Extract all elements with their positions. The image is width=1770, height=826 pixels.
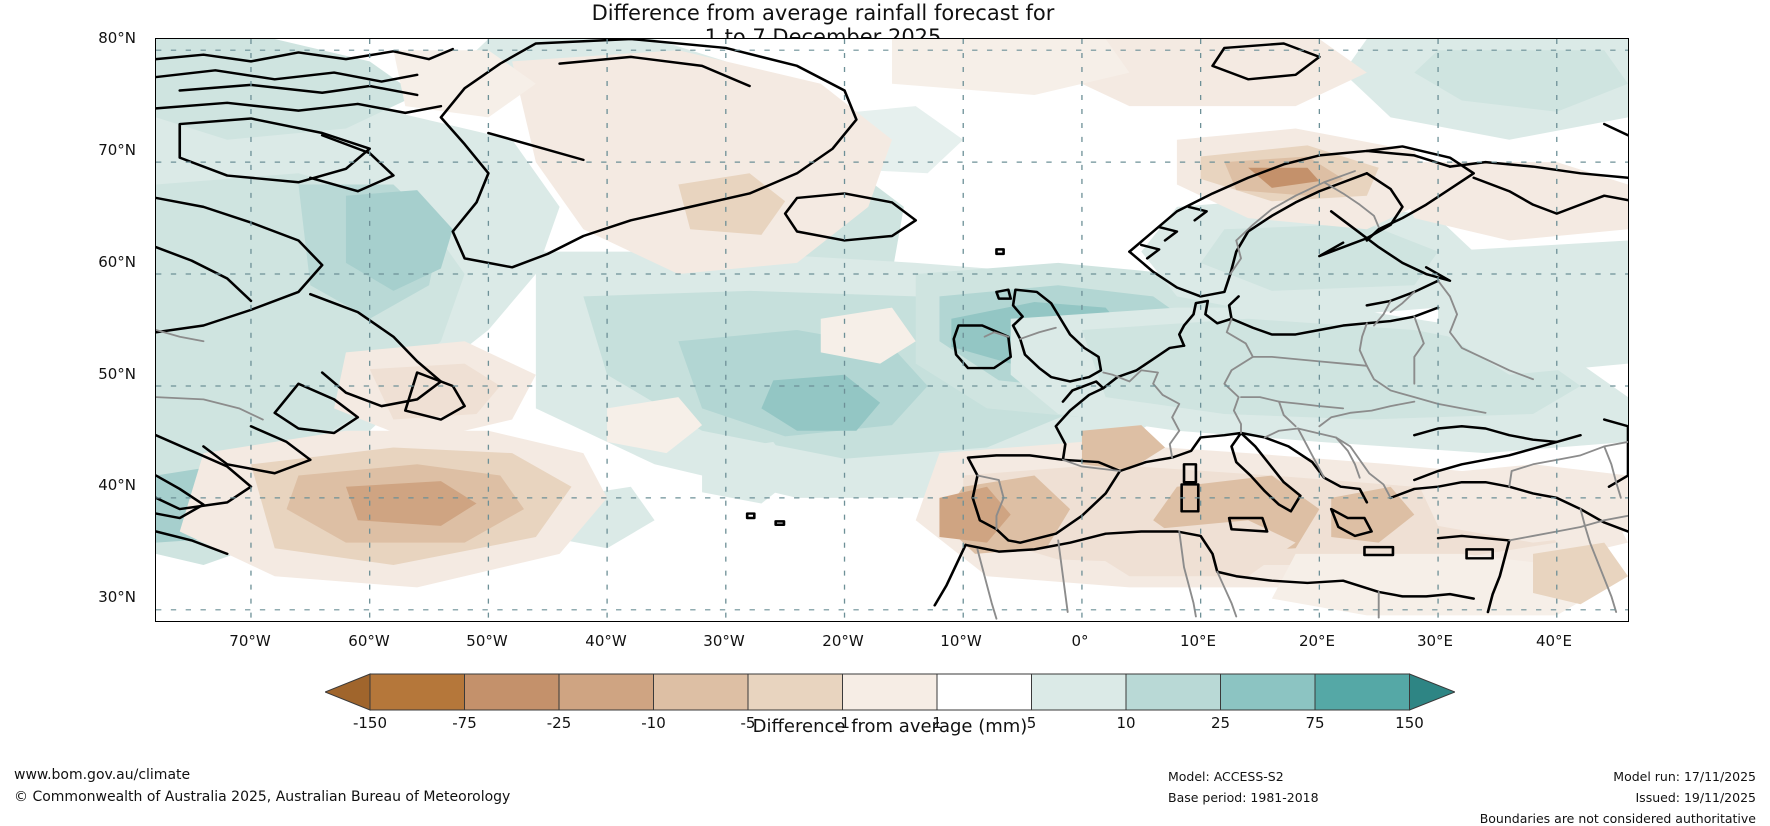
- anomaly-region-dry-14: [1093, 520, 1296, 577]
- colorbar-tick-5: 5: [1026, 714, 1037, 732]
- colorbar-tick--5: -5: [740, 714, 756, 732]
- colorbar-seg-10: [1220, 673, 1316, 711]
- lon-tick-10w: 10°W: [940, 632, 982, 650]
- colorbar-tick-1: 1: [932, 714, 942, 732]
- colorbar-seg-2: [464, 673, 560, 711]
- lon-tick-30e: 30°E: [1416, 632, 1454, 650]
- colorbar-axis-label: Difference from average (mm): [752, 716, 1028, 737]
- lon-tick-30w: 30°W: [703, 632, 745, 650]
- colorbar[interactable]: -150 -75 -25 -10 -5 -1 1 5 10 25 75 150: [325, 672, 1455, 732]
- colorbar-seg-1: [369, 673, 465, 711]
- anomaly-region-dry-27: [393, 50, 536, 118]
- anomaly-region-dry-29: [607, 397, 703, 454]
- country-borders: [156, 170, 1628, 620]
- anomaly-region-wet-10: [761, 374, 881, 431]
- colorbar-seg-6: [842, 673, 938, 711]
- anomaly-region-wet-15: [1081, 318, 1581, 420]
- colorbar-tick--25: -25: [546, 714, 572, 732]
- footer-model-run: Model run: 17/11/2025: [1613, 769, 1756, 784]
- colorbar-seg-8: [1031, 673, 1127, 711]
- anomaly-region-dry-12: [1081, 425, 1166, 470]
- colorbar-tick-150: 150: [1395, 714, 1424, 732]
- lat-tick-40n: 40°N: [98, 476, 136, 494]
- lat-tick-70n: 70°N: [98, 141, 136, 159]
- anomaly-region-dry-26: [369, 363, 501, 420]
- colorbar-tick-75: 75: [1305, 714, 1325, 732]
- colorbar-tick--10: -10: [641, 714, 666, 732]
- footer-issued: Issued: 19/11/2025: [1635, 790, 1757, 805]
- anomaly-region-wet-4: [345, 190, 453, 291]
- coastlines: [156, 39, 1628, 614]
- anomaly-region-dry-21: [1248, 167, 1320, 188]
- colorbar-tick--75: -75: [452, 714, 477, 732]
- lon-tick-60w: 60°W: [348, 632, 390, 650]
- lon-tick-10e: 10°E: [1179, 632, 1217, 650]
- lat-tick-80n: 80°N: [98, 29, 136, 47]
- colorbar-tick--150: -150: [352, 714, 388, 732]
- colorbar-seg-3: [558, 673, 654, 711]
- anomaly-region-dry-24: [892, 39, 1130, 95]
- anomaly-region-dry-13: [1331, 486, 1415, 543]
- lon-tick-20w: 20°W: [822, 632, 864, 650]
- anomaly-region-dry-23: [1058, 39, 1367, 107]
- anomaly-region-wet-21: [1414, 50, 1628, 112]
- colorbar-seg-5: [747, 673, 843, 711]
- anomaly-region-dry-22: [1390, 162, 1628, 241]
- colorbar-extend-low: [325, 673, 371, 711]
- footer-disclaimer: Boundaries are not considered authoritat…: [1479, 811, 1756, 826]
- lon-tick-20e: 20°E: [1298, 632, 1336, 650]
- lon-tick-70w: 70°W: [229, 632, 271, 650]
- anomaly-region-dry-16: [1414, 464, 1628, 543]
- colorbar-tick-25: 25: [1210, 714, 1231, 732]
- lon-tick-40e: 40°E: [1535, 632, 1573, 650]
- colorbar-seg-9: [1125, 673, 1221, 711]
- colorbar-seg-7: [936, 673, 1032, 711]
- footer-base-period: Base period: 1981-2018: [1168, 790, 1319, 805]
- footer-copyright: © Commonwealth of Australia 2025, Austra…: [14, 789, 511, 805]
- colorbar-tick-10: 10: [1116, 714, 1136, 732]
- colorbar-extend-high: [1409, 673, 1455, 711]
- footer-model: Model: ACCESS-S2: [1168, 769, 1284, 784]
- map-canvas[interactable]: [155, 38, 1629, 622]
- colorbar-seg-11: [1314, 673, 1410, 711]
- footer-website[interactable]: www.bom.gov.au/climate: [14, 767, 191, 783]
- lat-tick-50n: 50°N: [98, 365, 136, 383]
- lat-tick-60n: 60°N: [98, 253, 136, 271]
- colorbar-tick--1: -1: [835, 714, 850, 732]
- lon-tick-0: 0°: [1071, 632, 1089, 650]
- title-line-1: Difference from average rainfall forecas…: [591, 1, 1055, 25]
- colorbar-seg-4: [653, 673, 749, 711]
- lat-tick-30n: 30°N: [98, 588, 136, 606]
- anomaly-region-dry-7: [345, 481, 477, 526]
- lon-tick-40w: 40°W: [585, 632, 627, 650]
- lon-tick-50w: 50°W: [466, 632, 508, 650]
